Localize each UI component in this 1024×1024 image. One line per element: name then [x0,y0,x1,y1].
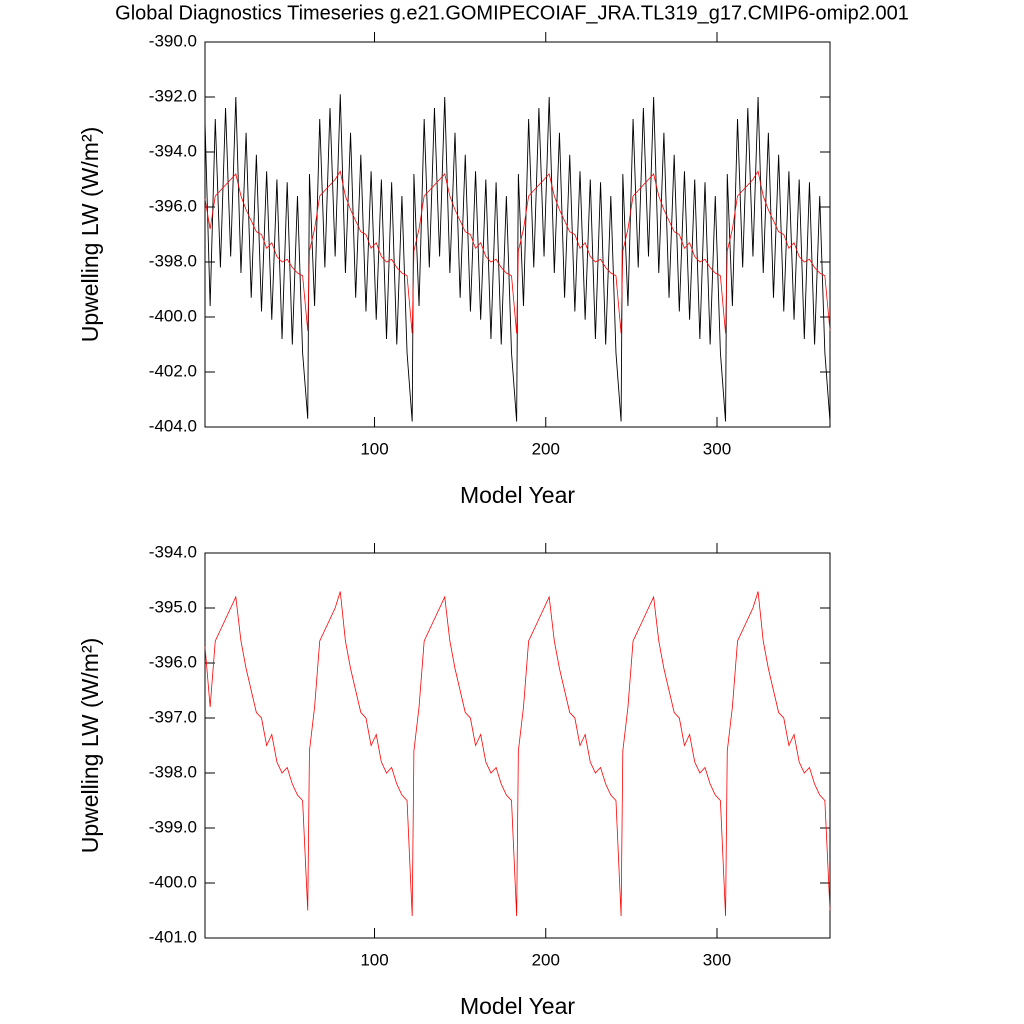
x-tick-label: 100 [360,439,388,458]
y-tick-label: -394.0 [149,542,197,561]
y-tick-label: -392.0 [149,86,197,105]
x-tick-label: 200 [532,439,560,458]
data-line [204,591,831,917]
data-line [204,94,831,422]
plot-frame [204,41,831,428]
y-tick-label: -397.0 [149,707,197,726]
y-axis-label: Upwelling LW (W/m²) [77,638,103,854]
y-tick-label: -399.0 [149,817,197,836]
y-axis-label: Upwelling LW (W/m²) [77,127,103,343]
y-tick-label: -404.0 [149,416,197,435]
y-tick-label: -390.0 [149,31,197,50]
plot-frame [204,552,831,939]
x-tick-label: 300 [703,439,731,458]
y-tick-label: -402.0 [149,361,197,380]
y-tick-label: -394.0 [149,141,197,160]
x-axis-label: Model Year [460,993,575,1019]
y-tick-label: -400.0 [149,306,197,325]
y-tick-label: -396.0 [149,652,197,671]
y-tick-label: -398.0 [149,762,197,781]
x-tick-label: 200 [532,950,560,969]
y-tick-label: -398.0 [149,251,197,270]
x-tick-label: 300 [703,950,731,969]
chart-title: Global Diagnostics Timeseries g.e21.GOMI… [115,2,909,24]
x-axis-label: Model Year [460,482,575,508]
y-tick-label: -401.0 [149,927,197,946]
y-tick-label: -396.0 [149,196,197,215]
x-tick-label: 100 [360,950,388,969]
y-tick-label: -395.0 [149,597,197,616]
data-line [204,170,831,334]
y-tick-label: -400.0 [149,872,197,891]
